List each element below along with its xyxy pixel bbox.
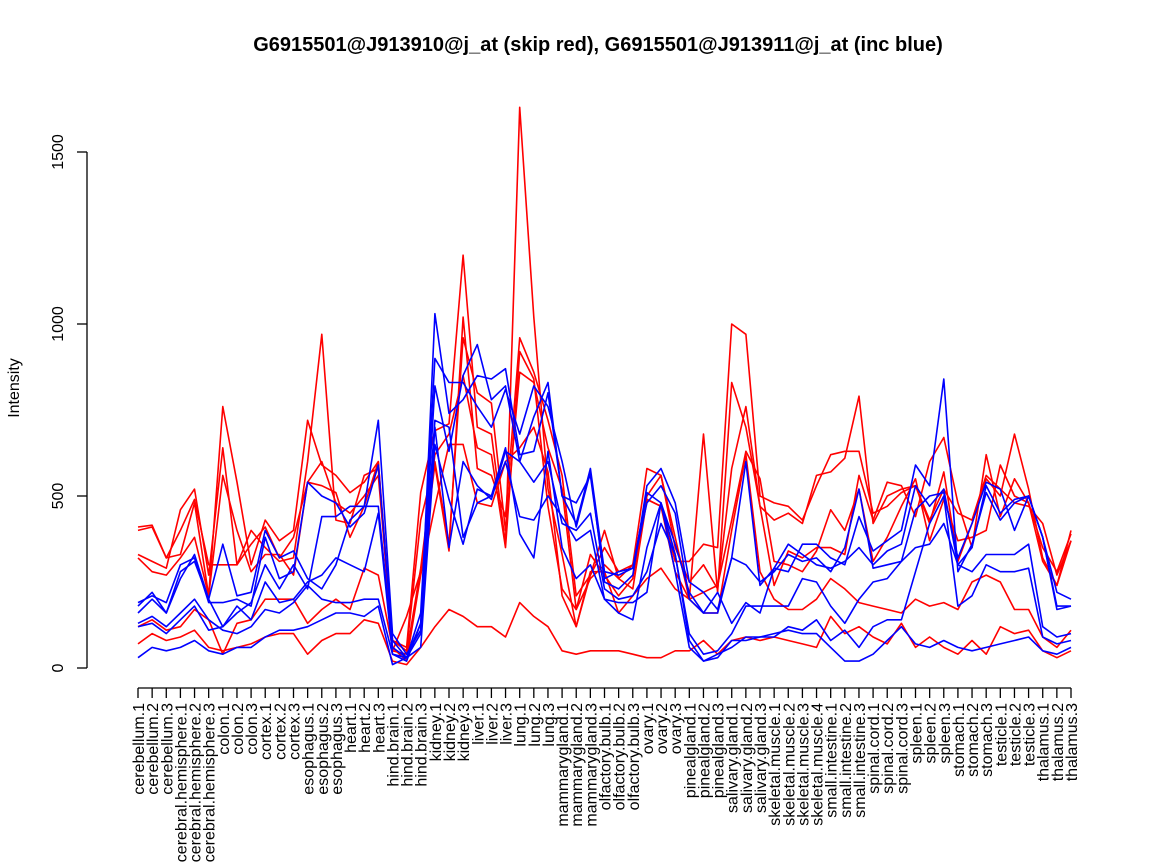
x-tick-label: ovary.2: [654, 703, 671, 754]
x-tick-label: spleen.1: [909, 703, 926, 764]
series-line-skip-red-5: [137, 601, 1072, 666]
x-tick-label: cerebellum.3: [159, 703, 176, 795]
x-tick-label: cortex.2: [272, 703, 289, 760]
x-tick-label: thalamus.2: [1050, 703, 1067, 781]
y-tick-label: 0: [50, 663, 67, 672]
x-tick-label: small.intestine.2: [838, 703, 855, 818]
x-tick-label: salivary.gland.3: [753, 703, 770, 813]
x-tick-label: skeletal.muscle.3: [795, 703, 812, 826]
x-tick-label: stomach.1: [951, 703, 968, 777]
y-axis: 0 500 1000 1500: [50, 134, 88, 672]
x-tick-label: hind.brain.2: [400, 703, 417, 787]
x-tick-label: stomach.3: [979, 703, 996, 777]
series-line-skip-red-3: [137, 336, 1072, 652]
x-tick-label: spleen.2: [923, 703, 940, 764]
x-tick-label: esophagus.3: [329, 703, 346, 795]
x-tick-label: mammarygland.3: [583, 703, 600, 827]
y-axis-label: Intensity: [6, 358, 23, 418]
series-line-inc-blue-5: [137, 426, 1072, 662]
x-tick-label: cortex.3: [287, 703, 304, 760]
x-tick-label: skeletal.muscle.4: [810, 703, 827, 826]
x-tick-label: lung.2: [527, 703, 544, 747]
x-tick-label: stomach.2: [965, 703, 982, 777]
chart-title: G6915501@J913910@j_at (skip red), G69155…: [253, 34, 943, 56]
x-tick-label: pinealgland.2: [696, 703, 713, 798]
series-line-inc-blue-1: [137, 312, 1072, 656]
x-tick-label: small.intestine.1: [824, 703, 841, 818]
series-line-inc-blue-6: [137, 443, 1072, 666]
x-tick-label: pinealgland.1: [682, 703, 699, 798]
x-tick-label: salivary.gland.1: [725, 703, 742, 813]
x-tick-label: hind.brain.1: [385, 703, 402, 787]
series-layer: [137, 106, 1072, 666]
x-tick-label: esophagus.2: [315, 703, 332, 795]
x-tick-label: olfactory.bulb.3: [626, 703, 643, 810]
x-tick-label: salivary.gland.2: [739, 703, 756, 813]
x-tick-label: cerebral.hemisphere.3: [202, 703, 219, 862]
x-tick-label: colon.1: [216, 703, 233, 755]
x-tick-label: liver.2: [484, 703, 501, 745]
x-tick-label: testicle.2: [1007, 703, 1024, 766]
x-tick-label: testicle.3: [1022, 703, 1039, 766]
x-tick-label: colon.2: [230, 703, 247, 755]
x-tick-label: cerebellum.1: [131, 703, 148, 795]
x-tick-label: kidney.2: [442, 703, 459, 762]
x-tick-label: heart.1: [343, 703, 360, 753]
x-tick-label: small.intestine.3: [852, 703, 869, 818]
x-tick-label: mammarygland.1: [555, 703, 572, 827]
x-tick-label: olfactory.bulb.1: [598, 703, 615, 810]
series-line-inc-blue-3: [137, 343, 1071, 659]
x-tick-label: ovary.3: [668, 703, 685, 754]
x-tick-label: lung.1: [513, 703, 530, 747]
y-tick-label: 500: [50, 483, 67, 510]
x-tick-label: thalamus.1: [1036, 703, 1053, 781]
x-tick-label: mammarygland.2: [569, 703, 586, 827]
x-axis: cerebellum.1cerebellum.2cerebellum.3cere…: [131, 687, 1081, 862]
series-line-inc-blue-4: [137, 419, 1072, 662]
x-tick-label: thalamus.3: [1064, 703, 1081, 781]
x-tick-label: spleen.3: [937, 703, 954, 764]
x-tick-label: kidney.1: [428, 703, 445, 762]
x-tick-label: heart.3: [371, 703, 388, 753]
x-tick-label: lung.3: [541, 703, 558, 747]
x-tick-label: olfactory.bulb.2: [612, 703, 629, 810]
x-tick-label: esophagus.1: [301, 703, 318, 795]
x-tick-label: pinealgland.3: [711, 703, 728, 798]
x-tick-label: spinal.cord.2: [880, 703, 897, 794]
x-tick-label: spinal.cord.1: [866, 703, 883, 794]
x-tick-label: cerebral.hemisphere.2: [188, 703, 205, 862]
x-tick-label: skeletal.muscle.1: [767, 703, 784, 826]
x-tick-label: ovary.1: [640, 703, 657, 754]
series-line-skip-red-6: [137, 426, 1072, 662]
series-line-inc-blue-2: [137, 357, 1072, 659]
x-tick-label: testicle.1: [993, 703, 1010, 766]
x-tick-label: spinal.cord.3: [894, 703, 911, 794]
x-tick-label: skeletal.muscle.2: [781, 703, 798, 826]
y-tick-label: 1000: [50, 306, 67, 342]
series-line-skip-red-4: [137, 350, 1072, 656]
series-line-skip-red-2: [137, 316, 1072, 652]
x-tick-label: colon.3: [244, 703, 261, 755]
x-tick-label: cortex.1: [258, 703, 275, 760]
x-tick-label: liver.3: [499, 703, 516, 745]
x-tick-label: cerebellum.2: [145, 703, 162, 795]
x-tick-label: cerebral.hemisphere.1: [173, 703, 190, 862]
x-tick-label: hind.brain.3: [414, 703, 431, 787]
x-tick-label: heart.2: [357, 703, 374, 753]
y-tick-label: 1500: [50, 134, 67, 170]
x-tick-label: liver.1: [470, 703, 487, 745]
x-tick-label: kidney.3: [456, 703, 473, 762]
